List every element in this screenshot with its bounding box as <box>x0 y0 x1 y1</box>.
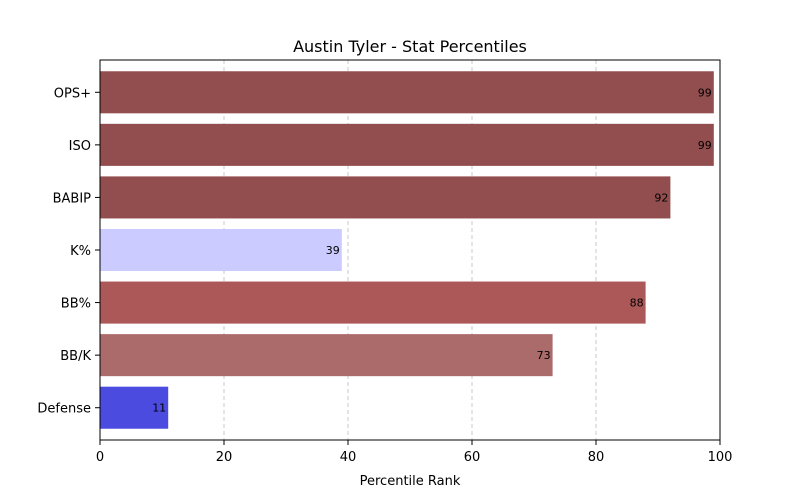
data-label: 99 <box>698 139 712 152</box>
y-tick-label: BABIP <box>53 191 92 206</box>
bar-k- <box>100 228 342 272</box>
y-tick-label: ISO <box>69 139 91 154</box>
data-label: 39 <box>326 244 340 257</box>
y-axis: OPS+ ISO BABIP K% BB% BB/K Defense <box>37 86 100 417</box>
bar-ops- <box>100 71 714 114</box>
bar-defense <box>100 386 169 429</box>
bars: 99 99 92 39 88 73 11 <box>100 71 714 429</box>
bar-iso <box>100 123 714 166</box>
x-axis-label: Percentile Rank <box>360 474 461 489</box>
bar-babip <box>100 176 671 219</box>
data-label: 11 <box>152 402 166 415</box>
x-tick-label: 40 <box>340 450 357 465</box>
y-tick-label: OPS+ <box>54 86 91 101</box>
bar-bb-k <box>100 334 553 377</box>
data-label: 88 <box>630 297 644 310</box>
y-tick-label: BB% <box>61 297 91 312</box>
x-axis: 0 20 40 60 80 100 <box>96 440 733 465</box>
data-label: 92 <box>654 191 668 204</box>
data-label: 73 <box>537 349 551 362</box>
data-label: 99 <box>698 86 712 99</box>
x-tick-label: 0 <box>96 450 104 465</box>
y-tick-label: BB/K <box>60 349 91 364</box>
x-tick-label: 60 <box>464 450 481 465</box>
bar-bb- <box>100 281 646 324</box>
x-tick-label: 20 <box>216 450 233 465</box>
x-tick-label: 100 <box>708 450 733 465</box>
chart-title: Austin Tyler - Stat Percentiles <box>293 37 527 56</box>
x-tick-label: 80 <box>588 450 605 465</box>
y-tick-label: K% <box>70 244 91 259</box>
y-tick-label: Defense <box>37 402 91 417</box>
